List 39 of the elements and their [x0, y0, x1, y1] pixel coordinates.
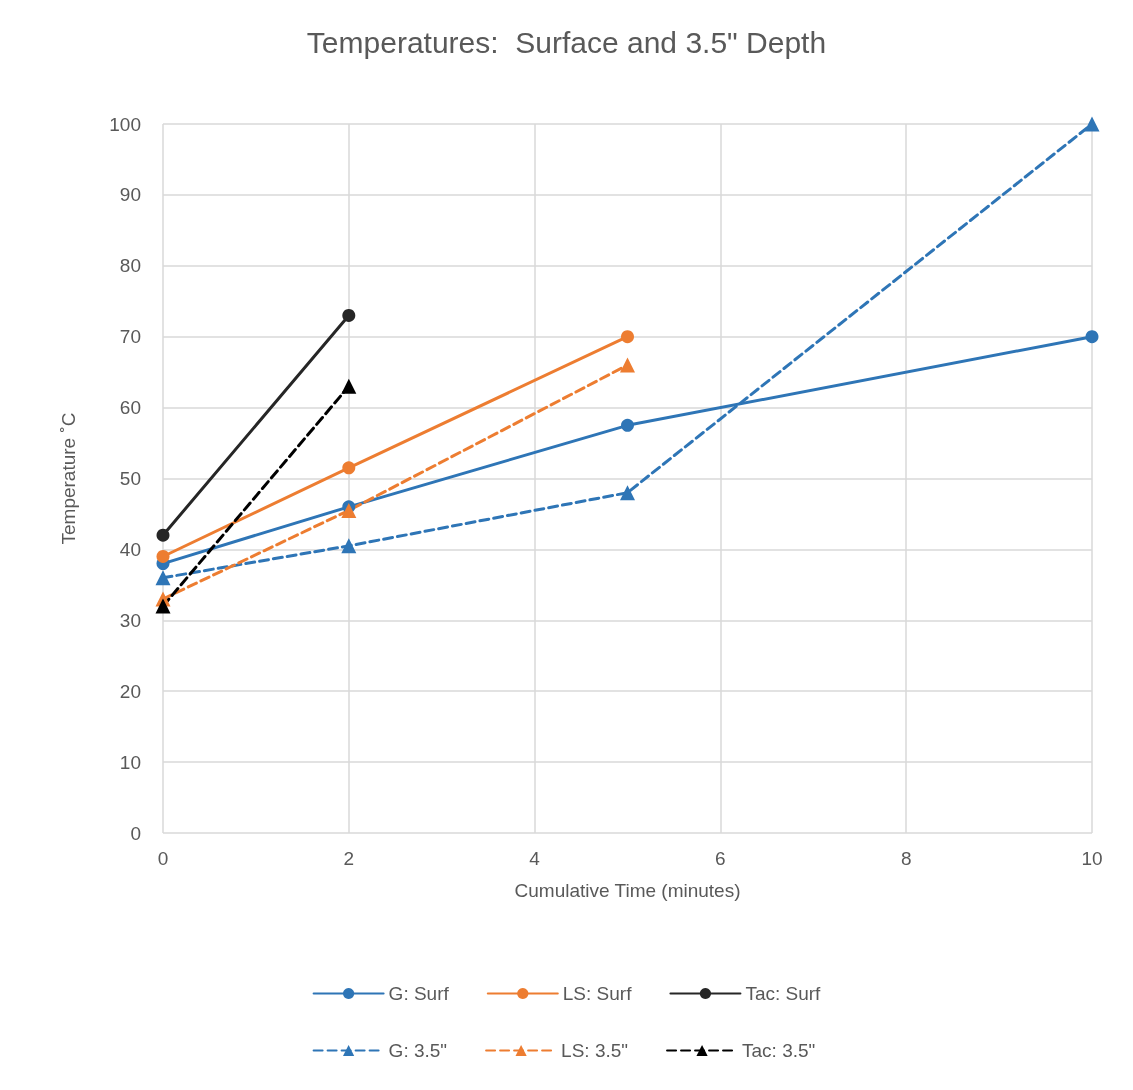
- y-tick-label: 100: [109, 113, 141, 135]
- point: [156, 528, 170, 542]
- x-tick-label: 0: [157, 848, 169, 869]
- x-tick-label: 6: [715, 848, 726, 869]
- y-tick-label: 20: [119, 680, 141, 702]
- point: [156, 549, 170, 563]
- y-tick-label: 50: [119, 468, 141, 489]
- x-axis-title: Cumulative Time (minutes): [514, 880, 741, 901]
- x-tick-label: 4: [529, 848, 541, 869]
- point: [342, 461, 356, 475]
- y-tick-label: 70: [119, 326, 141, 348]
- legend-label: G: Surf: [388, 983, 450, 1004]
- y-tick-label: 80: [119, 255, 141, 277]
- y-tick-label: 60: [119, 397, 141, 419]
- point: [621, 330, 634, 344]
- x-tick-label: 10: [1081, 848, 1103, 869]
- point: [1085, 330, 1099, 344]
- point: [1084, 116, 1100, 132]
- point: [341, 538, 357, 554]
- legend-label: Tac: 3.5": [742, 1040, 816, 1061]
- legend-label: G: 3.5": [388, 1040, 448, 1061]
- point: [155, 570, 171, 586]
- point: [341, 502, 357, 518]
- x-tick-label: 8: [900, 848, 912, 869]
- point: [621, 418, 634, 432]
- point: [342, 308, 356, 322]
- legend-label: Tac: Surf: [745, 983, 822, 1004]
- y-tick-label: 90: [119, 184, 141, 206]
- y-tick-label: 0: [130, 822, 141, 844]
- y-tick-label: 40: [119, 538, 141, 560]
- x-tick-label: 2: [343, 848, 355, 869]
- point: [620, 357, 635, 373]
- chart-title: Temperatures: Surface and 3.5" Depth: [306, 25, 827, 59]
- y-tick-label: 10: [119, 751, 141, 773]
- y-axis-title: Temperature ˚C: [58, 412, 79, 545]
- legend-label: LS: Surf: [562, 983, 633, 1004]
- legend-label: LS: 3.5": [561, 1040, 629, 1061]
- y-tick-label: 30: [119, 609, 141, 631]
- point: [620, 485, 635, 501]
